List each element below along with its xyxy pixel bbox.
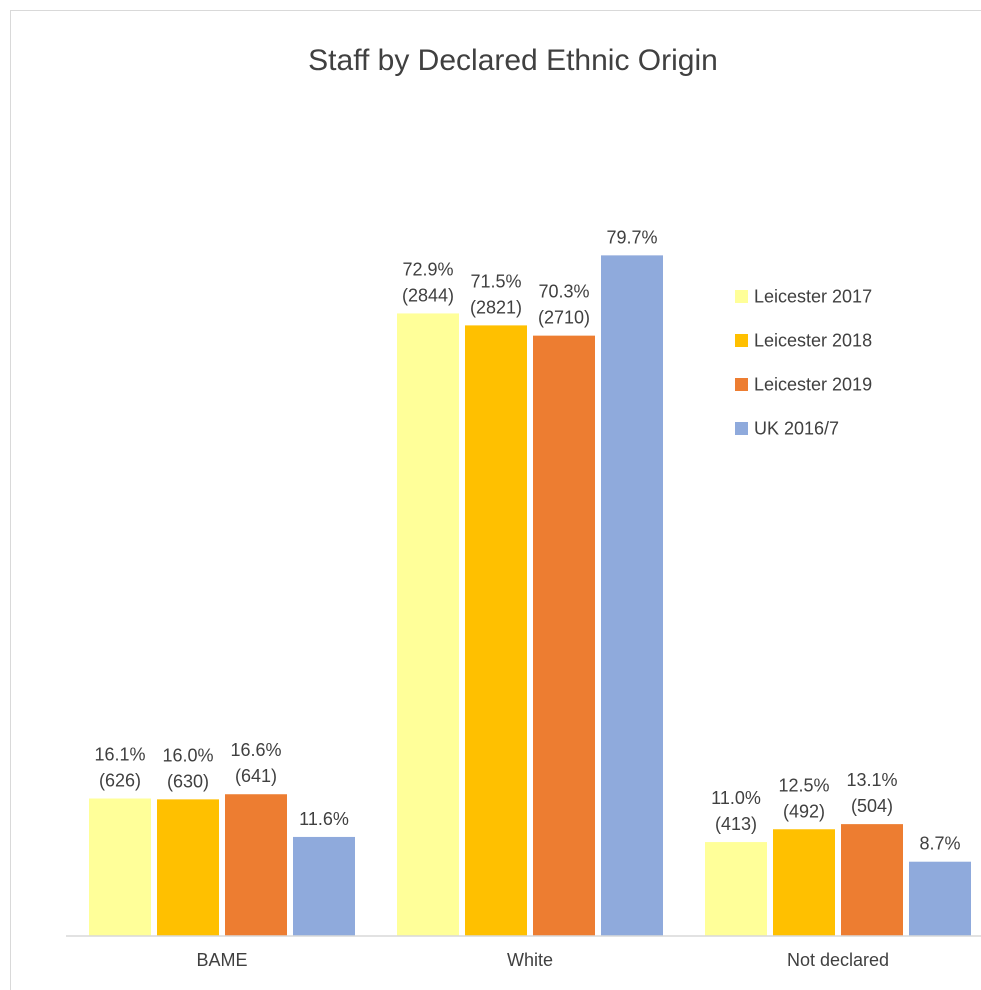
data-label-white-leicester-2017-1: 72.9% <box>402 259 453 279</box>
bar-not-declared-leicester-2018 <box>773 829 835 936</box>
data-label-not-declared-uk-2016-7-1: 8.7% <box>919 834 960 854</box>
bar-white-leicester-2019 <box>533 336 595 936</box>
x-tick-label-white: White <box>507 950 553 970</box>
legend-swatch-uk-2016-7 <box>735 422 748 435</box>
data-label-bame-leicester-2018-1: 16.0% <box>162 745 213 765</box>
bar-not-declared-uk-2016-7 <box>909 862 971 936</box>
legend-label-leicester-2018: Leicester 2018 <box>754 331 872 351</box>
bar-not-declared-leicester-2019 <box>841 824 903 936</box>
data-label-bame-uk-2016-7-1: 11.6% <box>299 809 349 829</box>
bar-bame-leicester-2017 <box>89 799 151 936</box>
data-label-white-leicester-2017-2: (2844) <box>402 285 454 305</box>
bar-bame-uk-2016-7 <box>293 837 355 936</box>
data-label-bame-leicester-2019-2: (641) <box>235 766 277 786</box>
data-label-not-declared-leicester-2019-2: (504) <box>851 796 893 816</box>
legend-swatch-leicester-2018 <box>735 334 748 347</box>
data-label-bame-leicester-2018-2: (630) <box>167 771 209 791</box>
legend: Leicester 2017 Leicester 2018 Leicester 20… <box>735 287 872 439</box>
data-label-not-declared-leicester-2017-2: (413) <box>715 814 757 834</box>
legend-swatch-leicester-2019 <box>735 378 748 391</box>
data-label-bame-leicester-2019-1: 16.6% <box>230 740 281 760</box>
data-label-not-declared-leicester-2017-1: 11.0% <box>711 788 761 808</box>
bar-not-declared-leicester-2017 <box>705 842 767 936</box>
data-label-white-leicester-2018-2: (2821) <box>470 297 522 317</box>
bar-bame-leicester-2018 <box>157 799 219 936</box>
chart-title: Staff by Declared Ethnic Origin <box>308 44 718 77</box>
data-label-not-declared-leicester-2018-2: (492) <box>783 801 825 821</box>
data-label-bame-leicester-2017-1: 16.1% <box>94 745 145 765</box>
legend-label-leicester-2017: Leicester 2017 <box>754 287 872 307</box>
bar-white-uk-2016-7 <box>601 255 663 936</box>
data-label-bame-leicester-2017-2: (626) <box>99 771 141 791</box>
legend-label-uk-2016-7: UK 2016/7 <box>754 419 839 439</box>
category-labels: BAME White Not declared <box>196 950 889 970</box>
bar-white-leicester-2018 <box>465 325 527 936</box>
x-tick-label-bame: BAME <box>196 950 247 970</box>
x-tick-label-not-declared: Not declared <box>787 950 889 970</box>
data-label-white-leicester-2018-1: 71.5% <box>470 271 521 291</box>
data-label-not-declared-leicester-2019-1: 13.1% <box>846 770 897 790</box>
data-label-white-leicester-2019-1: 70.3% <box>538 282 589 302</box>
legend-swatch-leicester-2017 <box>735 290 748 303</box>
data-label-white-uk-2016-7-1: 79.7% <box>606 227 657 247</box>
bar-bame-leicester-2019 <box>225 794 287 936</box>
data-label-white-leicester-2019-2: (2710) <box>538 308 590 328</box>
legend-label-leicester-2019: Leicester 2019 <box>754 375 872 395</box>
bar-white-leicester-2017 <box>397 313 459 936</box>
data-label-not-declared-leicester-2018-1: 12.5% <box>778 775 829 795</box>
